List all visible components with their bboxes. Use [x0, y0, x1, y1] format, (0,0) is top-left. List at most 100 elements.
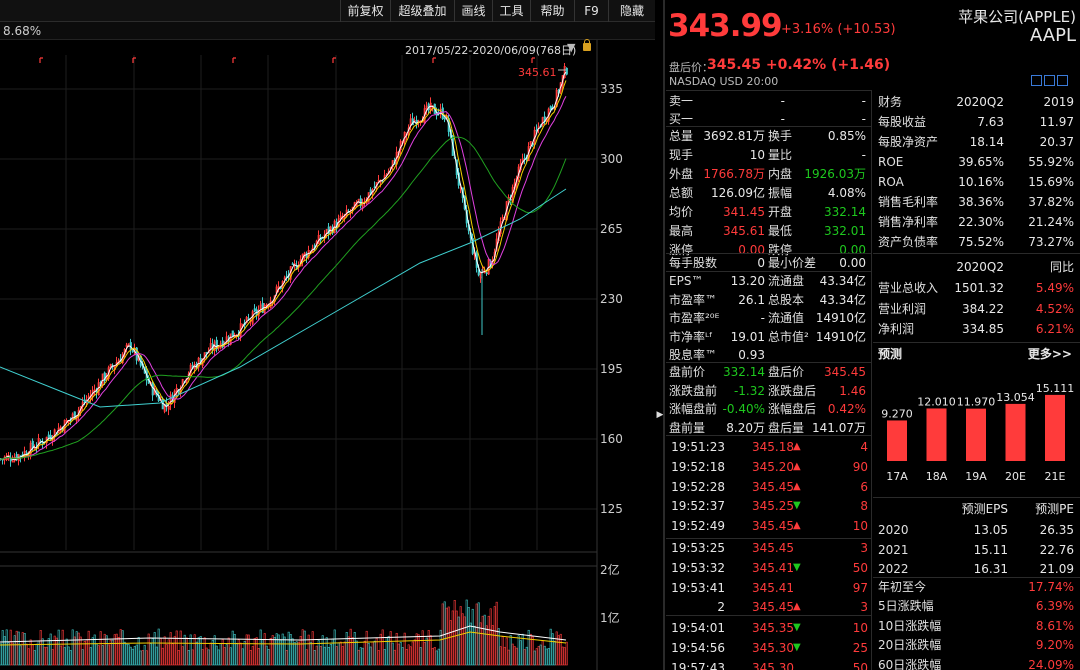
- candle-body: [169, 394, 172, 405]
- arrow-down-icon: ▼: [793, 561, 801, 573]
- volume-bar: [77, 632, 80, 666]
- quote-label: 外盘: [669, 167, 694, 181]
- toolbar-button[interactable]: 隐藏: [608, 0, 655, 22]
- tick-time: 19:54:56: [671, 641, 725, 655]
- candle-body: [367, 192, 370, 202]
- toolbar-button[interactable]: 前复权: [340, 0, 390, 22]
- quote-value: 345.45: [824, 365, 866, 379]
- volume-bar: [143, 644, 146, 666]
- tick-volume: 50: [852, 660, 868, 670]
- volume-bar: [503, 646, 506, 666]
- tick-volume: 10: [852, 519, 868, 534]
- date-range-dropdown-icon[interactable]: ▼: [567, 41, 576, 54]
- quote-label: 涨跌盘前: [669, 383, 718, 398]
- volume-bar: [379, 633, 382, 666]
- volume-bar: [297, 641, 300, 666]
- event-marker-icon[interactable]: [332, 57, 336, 63]
- quote-label: 最小价差: [768, 256, 817, 270]
- volume-bar: [145, 650, 148, 666]
- volume-bar: [115, 633, 118, 666]
- finance-value: 1501.32: [954, 281, 1004, 295]
- forecast-bar: [1045, 394, 1065, 461]
- volume-bar: [415, 633, 418, 666]
- finance-value: 10.16%: [958, 175, 1004, 189]
- tick-volume: 3: [860, 600, 868, 615]
- event-marker-icon[interactable]: [39, 57, 43, 63]
- volume-tick-label: 1亿: [600, 611, 620, 625]
- volume-bar: [283, 636, 286, 666]
- event-marker-icon[interactable]: [531, 57, 535, 63]
- finance-value: 38.36%: [958, 195, 1004, 209]
- volume-bar: [107, 644, 110, 666]
- volume-bar: [377, 650, 380, 666]
- candle-body: [131, 349, 134, 353]
- finance-value: 75.52%: [958, 235, 1004, 249]
- window-icon[interactable]: [1044, 75, 1055, 86]
- edit-icon[interactable]: [1031, 75, 1042, 86]
- toolbar-button[interactable]: F9: [574, 0, 608, 22]
- volume-bar: [497, 628, 500, 666]
- quote-label: 市盈率²⁰ᴱ: [669, 311, 720, 325]
- add-icon[interactable]: [1057, 75, 1068, 86]
- more-link[interactable]: 更多>>: [1027, 347, 1072, 361]
- tick-time: 19:52:37: [671, 499, 725, 514]
- volume-bar: [137, 637, 140, 666]
- volume-bar: [67, 646, 70, 666]
- toolbar-button[interactable]: 画线: [454, 0, 492, 22]
- volume-bar: [349, 628, 352, 666]
- performance-label: 20日涨跌幅: [878, 638, 942, 653]
- finance-label: 净利润: [878, 322, 915, 336]
- event-marker-icon[interactable]: [432, 57, 436, 63]
- toolbar-button[interactable]: 帮助: [530, 0, 574, 22]
- collapse-panel-icon[interactable]: ▶: [656, 410, 664, 420]
- lock-icon[interactable]: [583, 39, 591, 51]
- forecast-bar: [926, 408, 947, 461]
- volume-bar: [389, 631, 392, 666]
- performance-value: 17.74%: [1028, 580, 1074, 594]
- volume-bar: [195, 641, 198, 666]
- volume-bar: [409, 646, 412, 666]
- volume-bar: [263, 633, 266, 666]
- volume-bar: [565, 641, 568, 666]
- volume-bar: [515, 647, 518, 666]
- volume-bar: [467, 607, 470, 666]
- order-book-price: -: [780, 94, 785, 108]
- candle-body: [11, 460, 14, 463]
- y-tick-label: 230: [600, 292, 623, 306]
- volume-bar: [275, 633, 278, 666]
- forecast-year: 2022: [878, 562, 909, 576]
- quote-label: 涨跌盘后: [768, 383, 817, 398]
- finance-value: 6.21%: [1035, 322, 1074, 336]
- forecast-title: 预测: [878, 347, 903, 361]
- volume-bar: [153, 632, 156, 666]
- candle-body: [107, 367, 110, 379]
- candle-body: [541, 117, 544, 126]
- volume-bar: [139, 650, 142, 666]
- volume-bar: [111, 639, 114, 666]
- forecast-bar-label: 18A: [926, 470, 948, 483]
- volume-bar: [381, 629, 384, 666]
- tick-price: 345.18: [752, 440, 794, 454]
- volume-ma-line: [0, 625, 567, 643]
- tick-price: 345.41: [752, 560, 794, 575]
- date-range-label[interactable]: 2017/05/22-2020/06/09(768日): [405, 44, 577, 57]
- tick-price: 345.20: [752, 459, 794, 474]
- forecast-pe: 26.35: [1039, 523, 1074, 537]
- candlestick-chart[interactable]: 345.61: [0, 40, 655, 670]
- volume-bar: [395, 632, 398, 666]
- volume-bar: [15, 630, 18, 666]
- quote-label: 开盘: [768, 205, 793, 219]
- event-marker-icon[interactable]: [232, 57, 236, 63]
- volume-bar: [205, 647, 208, 666]
- quote-label: 盘前量: [669, 420, 706, 435]
- toolbar-button[interactable]: 工具: [492, 0, 530, 22]
- toolbar-button[interactable]: 超级叠加: [390, 0, 454, 22]
- quote-value: 341.45: [723, 205, 765, 219]
- volume-bar: [55, 637, 58, 666]
- volume-bar: [233, 633, 236, 666]
- quote-value: -0.40%: [722, 402, 765, 416]
- event-marker-icon[interactable]: [132, 57, 136, 63]
- volume-bar: [165, 644, 168, 666]
- finance-label: 每股净资产: [878, 135, 939, 149]
- volume-bar: [511, 643, 514, 666]
